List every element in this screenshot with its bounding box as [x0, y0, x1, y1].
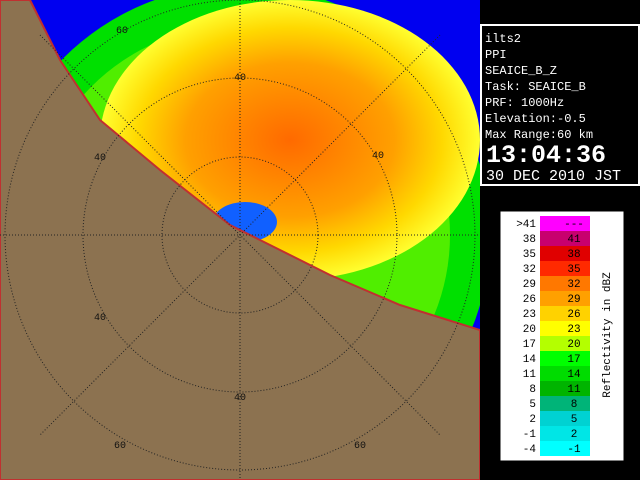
ring-label: 40	[234, 73, 246, 84]
legend-title: Reflectivity in dBZ	[602, 272, 614, 398]
legend-high: -1	[567, 444, 581, 456]
time: 13:04:36	[486, 141, 606, 170]
legend-swatch	[540, 306, 590, 321]
legend-swatch	[540, 321, 590, 336]
legend-low: 14	[523, 354, 537, 366]
info-line: Task: SEAICE_B	[485, 80, 586, 94]
ring-label: 60	[116, 26, 128, 37]
legend-high: 14	[567, 369, 581, 381]
ring-labels: 60 40 40 40 40 40 60 60	[94, 26, 384, 452]
ring-label: 60	[114, 441, 126, 452]
legend-low: 8	[529, 384, 536, 396]
legend-swatch	[540, 366, 590, 381]
legend-swatch	[540, 246, 590, 261]
legend-high: 26	[567, 309, 580, 321]
legend-low: 32	[523, 264, 536, 276]
legend-swatch	[540, 411, 590, 426]
legend-swatch	[540, 441, 590, 456]
legend-low: -1	[523, 429, 537, 441]
info-line: PRF: 1000Hz	[485, 96, 564, 110]
ring-label: 40	[372, 151, 384, 162]
legend-high: 41	[567, 234, 581, 246]
range-rings	[0, 0, 480, 480]
info-line: ilts2	[485, 32, 521, 46]
legend-swatch	[540, 426, 590, 441]
info-panel: ilts2 PPI SEAICE_B_Z Task: SEAICE_B PRF: 100…	[480, 24, 640, 186]
date: 30 DEC 2010 JST	[486, 168, 621, 185]
legend-low: 29	[523, 279, 536, 291]
legend-high: 32	[567, 279, 580, 291]
legend-swatch	[540, 216, 590, 231]
legend: >41 --- 38 41 35 38 32 35 29 32 26 29 23 26 20 23 17 20 14…	[499, 210, 625, 462]
legend-low: -4	[523, 444, 537, 456]
ring-label: 60	[354, 441, 366, 452]
legend-swatch	[540, 336, 590, 351]
legend-high: 29	[567, 294, 580, 306]
legend-high: 38	[567, 249, 580, 261]
legend-high: 5	[571, 414, 578, 426]
legend-swatch	[540, 396, 590, 411]
legend-high: 35	[567, 264, 580, 276]
legend-swatch	[540, 381, 590, 396]
legend-high: ---	[564, 219, 584, 231]
ring-label: 40	[94, 313, 106, 324]
info-line: SEAICE_B_Z	[485, 64, 557, 78]
legend-low: 20	[523, 324, 536, 336]
legend-low: 17	[523, 339, 536, 351]
info-line: PPI	[485, 48, 507, 62]
legend-low: 23	[523, 309, 536, 321]
legend-high: 11	[567, 384, 581, 396]
info-line: Elevation:-0.5	[485, 112, 586, 126]
info-box	[480, 24, 640, 186]
legend-low: 2	[529, 414, 536, 426]
legend-low: >41	[516, 219, 536, 231]
legend-swatch	[540, 231, 590, 246]
legend-high: 2	[571, 429, 578, 441]
legend-low: 26	[523, 294, 536, 306]
ring-label: 40	[94, 153, 106, 164]
legend-swatch	[540, 261, 590, 276]
legend-low: 38	[523, 234, 536, 246]
legend-high: 23	[567, 324, 580, 336]
legend-high: 17	[567, 354, 580, 366]
legend-high: 8	[571, 399, 578, 411]
legend-swatch	[540, 351, 590, 366]
legend-swatch	[540, 291, 590, 306]
legend-low: 11	[523, 369, 537, 381]
ppi-field: 60 40 40 40 40 40 60 60	[0, 0, 480, 480]
legend-high: 20	[567, 339, 580, 351]
legend-low: 35	[523, 249, 536, 261]
ring-label: 40	[234, 393, 246, 404]
legend-low: 5	[529, 399, 536, 411]
legend-swatch	[540, 276, 590, 291]
info-line: Max Range:60 km	[485, 128, 593, 142]
